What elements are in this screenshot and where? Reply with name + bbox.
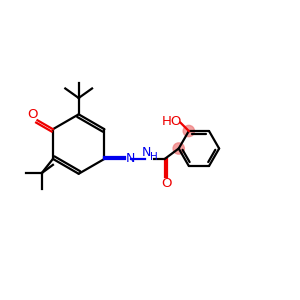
Circle shape <box>183 125 194 137</box>
Text: N: N <box>125 152 135 165</box>
Text: O: O <box>161 177 172 190</box>
Text: O: O <box>27 108 38 122</box>
Circle shape <box>173 143 184 154</box>
Text: N: N <box>142 146 152 160</box>
Text: H: H <box>150 152 158 162</box>
Text: HO: HO <box>162 115 182 128</box>
